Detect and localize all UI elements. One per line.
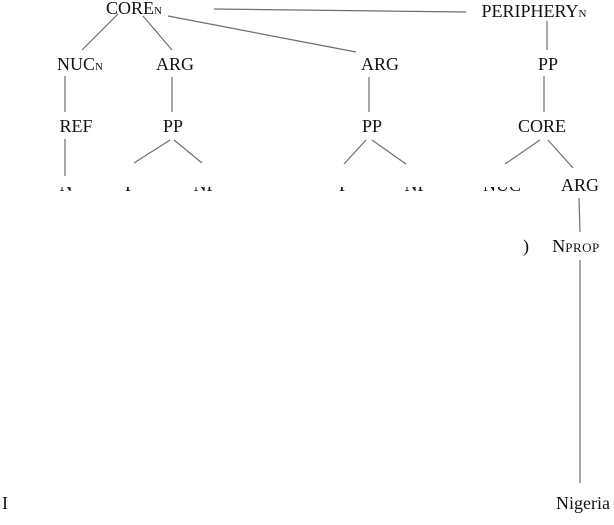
edge-core-right-arg	[547, 139, 574, 169]
edge-core-periphery	[213, 8, 467, 13]
node-arg-right: ARG	[560, 175, 600, 195]
node-left-letter: I	[2, 493, 8, 513]
node-core-top: COREN	[106, 0, 162, 18]
node-pp-top: PP	[537, 54, 559, 74]
node-arg2: ARG	[360, 54, 400, 74]
node-core-right: CORE	[517, 116, 567, 136]
node-nigeria: Nigeria	[556, 493, 610, 513]
edge-core-arg2	[167, 15, 357, 53]
node-paren: )	[523, 236, 529, 256]
node-nuc: NUCN	[57, 54, 103, 74]
edge-core-right-nuc	[504, 139, 541, 165]
node-pp1: PP	[162, 116, 184, 136]
edge-pp1-p	[133, 139, 171, 164]
node-periphery: PERIPHERYN	[481, 1, 587, 21]
edge-pp2-p	[343, 139, 367, 165]
node-ref: REF	[59, 116, 93, 136]
edge-core-nuc	[81, 13, 119, 51]
node-nprop: NPROP	[552, 236, 600, 256]
node-pp2: PP	[361, 116, 383, 136]
cropped-band	[0, 176, 540, 187]
edge-core-arg1	[142, 15, 173, 51]
node-arg1: ARG	[155, 54, 195, 74]
edge-pp1-np	[173, 139, 203, 164]
edge-arg-nprop	[578, 197, 581, 233]
edge-pp2-np	[371, 139, 407, 165]
